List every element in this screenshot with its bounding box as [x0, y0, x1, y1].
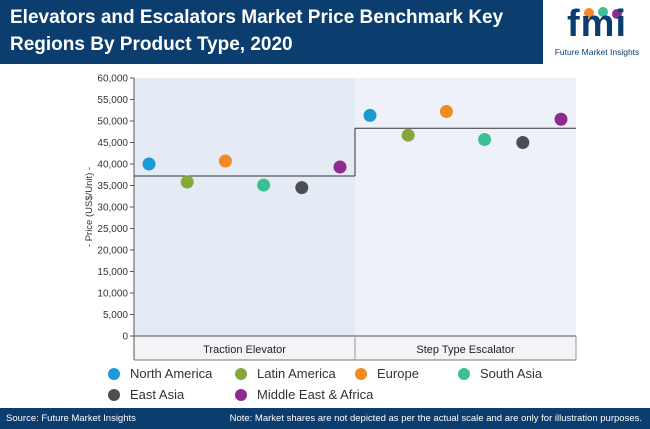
plot-background-right [355, 78, 576, 336]
data-point [333, 160, 347, 174]
y-tick-label: 20,000 [97, 246, 128, 257]
y-tick-label: 5,000 [103, 310, 128, 321]
footer-bar: Source: Future Market Insights Note: Mar… [0, 408, 650, 429]
x-category-label: Traction Elevator [203, 344, 286, 356]
y-tick-label: 15,000 [97, 267, 128, 278]
y-tick-label: 50,000 [97, 117, 128, 128]
legend-label: East Asia [130, 387, 185, 402]
data-point [180, 175, 194, 189]
logo-container [543, 0, 650, 64]
data-point [218, 154, 232, 168]
y-axis-label: - Price (US$/Unit) - [84, 167, 95, 247]
legend-marker [108, 388, 120, 401]
y-tick-label: 25,000 [97, 224, 128, 235]
logo-text: fmi [567, 3, 627, 45]
legend-label: Middle East & Africa [257, 387, 374, 402]
legend-item: Europe [355, 366, 419, 381]
data-point [516, 136, 530, 149]
logo-icon [584, 7, 622, 19]
legend-marker [108, 367, 120, 380]
legend-label: Europe [377, 366, 419, 381]
chart-title: Elevators and Escalators Market Price Be… [10, 7, 504, 55]
data-point [478, 132, 492, 146]
data-point [142, 157, 156, 171]
data-point [257, 178, 271, 192]
plot-background-left [134, 78, 355, 336]
legend-item: Middle East & Africa [235, 387, 373, 402]
y-tick-label: 55,000 [97, 95, 128, 106]
legend-item: Latin America [235, 366, 336, 381]
y-tick-label: 40,000 [97, 160, 128, 171]
legend-label: Latin America [257, 366, 336, 381]
legend-item: South Asia [458, 366, 542, 381]
legend-marker [235, 367, 247, 380]
data-point [363, 108, 377, 122]
data-point [295, 181, 309, 195]
legend-item: East Asia [108, 387, 184, 402]
y-tick-label: 35,000 [97, 181, 128, 192]
y-tick-label: 60,000 [97, 74, 128, 85]
legend-marker [235, 388, 247, 401]
y-tick-label: 45,000 [97, 138, 128, 149]
logo-subtitle: Future Market Insights [554, 47, 640, 57]
legend-marker [458, 367, 470, 380]
footer-source: Source: Future Market Insights [6, 413, 136, 424]
scatter-chart: 0 5,000 10,000 15,000 20,000 25,000 30,000 35,0… [84, 74, 577, 361]
legend-item: North America [108, 366, 212, 381]
footer-note: Note: Market shares are not depicted as … [229, 413, 642, 424]
x-category-label: Step Type Escalator [416, 344, 515, 356]
legend-label: South Asia [480, 366, 543, 381]
legend-label: North America [130, 366, 213, 381]
data-point [401, 128, 415, 142]
legend-marker [355, 367, 367, 380]
header-bar: Elevators and Escalators Market Price Be… [0, 0, 650, 64]
y-tick-label: 30,000 [97, 203, 128, 214]
y-tick-label: 0 [122, 332, 128, 343]
y-tick-label: 10,000 [97, 289, 128, 300]
data-point [439, 105, 453, 119]
data-point [554, 112, 568, 126]
